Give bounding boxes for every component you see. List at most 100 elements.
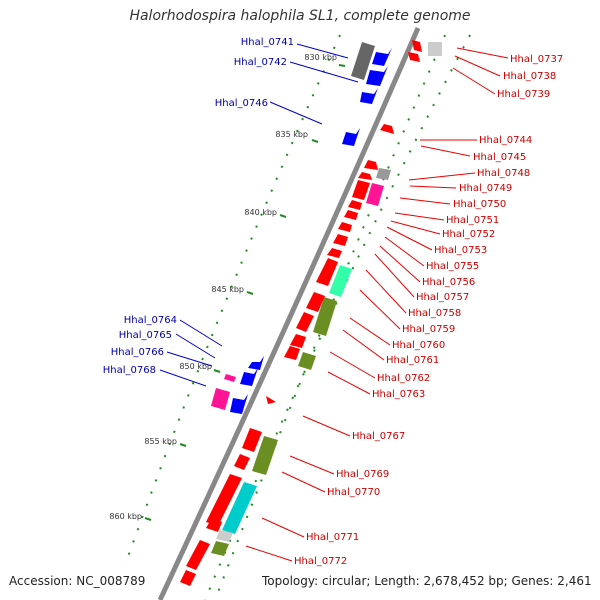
kbp-ticks: [144, 64, 346, 521]
reverse-cds-arrow: [180, 570, 196, 586]
reverse-cds-arrow: [284, 346, 300, 360]
inner-dotted-guide: [214, 34, 446, 600]
cog-box: [376, 168, 391, 180]
reverse-cds-arrow: [333, 234, 348, 246]
kbp-label: 845 kbp: [211, 285, 244, 294]
map-title: Halorhodospira halophila SL1, complete g…: [129, 8, 471, 24]
gene-label: Hhal_0767: [352, 431, 405, 442]
gene-label: Hhal_0749: [459, 183, 512, 194]
gene-label: Hhal_0762: [377, 373, 430, 384]
reverse-cds-arrow: [206, 474, 242, 526]
gene-label: Hhal_0758: [408, 308, 461, 319]
gene-label: Hhal_0757: [416, 292, 469, 303]
reverse-cds-arrow: [352, 180, 370, 200]
cog-box: [366, 183, 384, 206]
reverse-cds-arrow: [242, 428, 262, 452]
reverse-cds: [180, 40, 422, 586]
cog-box: [329, 265, 352, 297]
gene-label: Hhal_0761: [386, 355, 439, 366]
reverse-cds-arrow: [306, 292, 325, 312]
cog-box: [216, 530, 233, 542]
forward-cds-arrow: [342, 128, 360, 146]
forward-cds-arrow: [366, 66, 388, 86]
reverse-cds-arrow: [364, 160, 378, 170]
gene-label: Hhal_0763: [372, 389, 425, 400]
kbp-tick: [144, 517, 152, 521]
kbp-tick: [338, 64, 346, 67]
gene-label: Hhal_0752: [442, 229, 495, 240]
gene-label: Hhal_0737: [510, 54, 563, 65]
gene-label: Hhal_0738: [503, 71, 556, 82]
gene-label: Hhal_0755: [426, 261, 479, 272]
gene-label: Hhal_0772: [294, 556, 347, 567]
genome-backbone: [157, 27, 421, 600]
cog-box: [222, 482, 257, 534]
forward-cds-arrow: [372, 48, 392, 66]
kbp-label: 835 kbp: [275, 130, 308, 139]
gene-label: Hhal_0764: [124, 315, 177, 326]
reverse-cds-arrow: [234, 454, 250, 470]
gene-label: Hhal_0744: [479, 135, 532, 146]
kbp-tick: [279, 214, 287, 218]
forward-cds-arrow: [230, 394, 248, 414]
forward-leaders: [159, 43, 359, 387]
gene-label: Hhal_0769: [336, 469, 389, 480]
reverse-cds-arrow: [408, 52, 420, 62]
reverse-cds-arrow: [412, 40, 422, 52]
gene-label: Hhal_0770: [327, 487, 380, 498]
kbp-tick: [213, 369, 221, 373]
cog-boxes: [211, 42, 442, 556]
gene-label: Hhal_0751: [446, 215, 499, 226]
forward-gene-labels: Hhal_0741 Hhal_0742 Hhal_0746 Hhal_0764 …: [103, 37, 294, 376]
kbp-label: 860 kbp: [109, 512, 142, 521]
kbp-label: 830 kbp: [304, 53, 337, 62]
cog-box: [211, 541, 229, 556]
reverse-cds-arrow: [290, 334, 306, 348]
forward-cds-arrow: [360, 88, 378, 104]
gene-label: Hhal_0765: [119, 330, 172, 341]
gene-label: Hhal_0739: [497, 89, 550, 100]
kbp-label: 840 kbp: [244, 208, 277, 217]
forward-cds: [230, 48, 392, 414]
gene-label: Hhal_0759: [402, 324, 455, 335]
cog-box: [224, 374, 236, 382]
reverse-cds-arrow: [296, 312, 314, 332]
gene-label: Hhal_0748: [477, 168, 530, 179]
reverse-cds-arrow: [344, 210, 358, 220]
gene-label: Hhal_0753: [434, 245, 487, 256]
cog-box: [428, 42, 442, 56]
reverse-cds-arrow: [358, 172, 372, 180]
cog-box: [298, 352, 316, 370]
gene-label: Hhal_0746: [215, 98, 268, 109]
reverse-cds-arrow: [380, 124, 394, 134]
reverse-cds-arrow: [316, 258, 338, 286]
reverse-cds-arrow: [186, 540, 210, 570]
reverse-cds-arrow: [266, 396, 276, 404]
kbp-label: 855 kbp: [144, 437, 177, 446]
gene-label: Hhal_0745: [473, 152, 526, 163]
kbp-tick: [179, 443, 187, 447]
gene-label: Hhal_0760: [392, 340, 445, 351]
gene-label: Hhal_0750: [453, 199, 506, 210]
reverse-cds-arrow: [338, 222, 352, 232]
kbp-tick: [246, 291, 254, 295]
topology-label: Topology: circular; Length: 2,678,452 bp…: [262, 574, 592, 588]
gene-label: Hhal_0741: [241, 37, 294, 48]
gene-label: Hhal_0742: [234, 57, 287, 68]
reverse-cds-arrow: [206, 518, 222, 532]
reverse-leaders: [245, 47, 509, 562]
cog-box: [252, 436, 278, 475]
cog-box: [211, 388, 230, 410]
kbp-labels: 830 kbp 835 kbp 840 kbp 845 kbp 850 kbp …: [109, 53, 337, 521]
reverse-cds-arrow: [348, 200, 362, 210]
gene-label: Hhal_0756: [422, 277, 475, 288]
gene-label: Hhal_0766: [111, 347, 164, 358]
reverse-cds-arrow: [327, 248, 342, 258]
gene-label: Hhal_0768: [103, 365, 156, 376]
kbp-label: 850 kbp: [179, 362, 212, 371]
cog-box: [313, 297, 337, 336]
forward-cds-arrow: [240, 368, 258, 386]
accession-label: Accession: NC_008789: [9, 574, 146, 588]
forward-cds-arrow: [248, 356, 264, 370]
